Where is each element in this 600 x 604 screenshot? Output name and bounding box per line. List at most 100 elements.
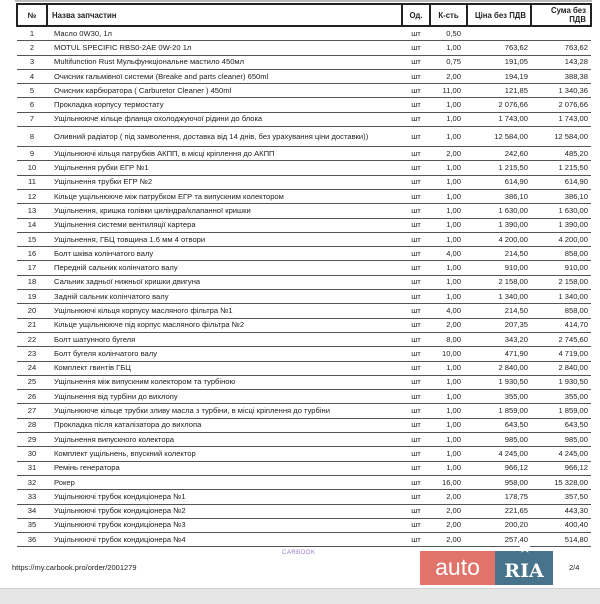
table-row: 3 Multifunction Rust Мульфункціональне ма… [17, 55, 591, 70]
cell-num: 4 [17, 69, 47, 85]
cell-price [467, 26, 531, 42]
star-icon: ★ [519, 541, 531, 556]
cell-sum: 1 390,00 [531, 218, 591, 233]
cell-num: 20 [17, 303, 47, 319]
cell-name: Ущільнення, кришка голівки циліндра/клап… [47, 203, 402, 219]
cell-num: 17 [17, 260, 47, 276]
cell-unit: шт [402, 375, 430, 391]
table-row: 34 Ущільнюючі трубок кондиціонера №2 шт 2,0… [17, 504, 591, 519]
table-row: 19 Задній сальник колінчатого валу шт 1,00 1… [17, 289, 591, 305]
cell-name: Ущільнюючі кільця корпусу масляного філь… [47, 303, 402, 319]
cell-name: Ущільнення рубки ЕГР №1 [47, 160, 402, 176]
cell-price: 4 245,00 [467, 446, 531, 462]
cell-unit: шт [402, 461, 430, 476]
table-row: 21 Кільце ущільнююче під корпус масляного… [17, 318, 591, 333]
cell-price: 200,20 [467, 518, 531, 534]
cell-qty: 2,00 [430, 504, 467, 519]
cell-price: 214,50 [467, 246, 531, 262]
table-row: 7 Ущільнююче кільце фланця охолоджуючої р… [17, 112, 591, 128]
cell-qty: 1,00 [430, 432, 467, 448]
cell-price: 12 584,00 [467, 126, 531, 148]
cell-unit: шт [402, 160, 430, 176]
cell-sum: 2 745,60 [531, 332, 591, 348]
cell-name: Ущільнююче кільце трубки зливу масла з т… [47, 403, 402, 419]
cell-sum: 1 340,00 [531, 289, 591, 305]
cell-num: 34 [17, 504, 47, 519]
cell-name: Оливний радіатор ( під замволення, доста… [47, 126, 402, 148]
table-row: 16 Болт шківа колінчатого валу шт 4,00 214,5… [17, 246, 591, 262]
cell-name: Передній сальник колінчатого валу [47, 260, 402, 276]
cell-num: 5 [17, 83, 47, 99]
cell-num: 24 [17, 361, 47, 376]
cell-sum: 1 215,50 [531, 160, 591, 176]
cell-num: 12 [17, 189, 47, 205]
cell-name: Рокер [47, 475, 402, 491]
cell-num: 15 [17, 232, 47, 248]
cell-price: 2 076,66 [467, 97, 531, 113]
table-row: 28 Прокладка після каталізатора до вихлоп… [17, 418, 591, 434]
cell-qty: 1,00 [430, 403, 467, 419]
cell-unit: шт [402, 361, 430, 376]
cell-sum: 643,50 [531, 418, 591, 434]
cell-qty: 2,00 [430, 69, 467, 85]
cell-price: 194,19 [467, 69, 531, 85]
cell-name: Болт бугеля колінчатого валу [47, 346, 402, 362]
clipped-top-text [15, 0, 592, 2]
cell-name: Ущільнення, ГБЦ товщина 1.6 мм 4 отвори [47, 232, 402, 248]
cell-qty: 1,00 [430, 175, 467, 190]
table-row: 32 Рокер шт 16,00 958,00 15 328,00 [17, 475, 591, 491]
cell-price: 121,85 [467, 83, 531, 99]
table-row: 31 Ремінь генератора шт 1,00 966,12 966,12 [17, 461, 591, 476]
cell-name: Ущільнення трубки ЕГР №2 [47, 175, 402, 190]
cell-unit: шт [402, 260, 430, 276]
cell-qty: 1,00 [430, 375, 467, 391]
ria-text: RIA [504, 560, 544, 582]
cell-sum: 4 245,00 [531, 446, 591, 462]
cell-sum: 1 930,50 [531, 375, 591, 391]
cell-name: Ущільнення системи вентиляції картера [47, 218, 402, 233]
table-row: 20 Ущільнюючі кільця корпусу масляного фі… [17, 303, 591, 319]
cell-qty: 1,00 [430, 112, 467, 128]
cell-price: 207,35 [467, 318, 531, 333]
cell-num: 35 [17, 518, 47, 534]
cell-qty: 1,00 [430, 389, 467, 405]
cell-name: Ущільнення між випускним колектором та т… [47, 375, 402, 391]
cell-name: Ущільнення від турбіни до вихлопу [47, 389, 402, 405]
table-row: 1 Масло 0W30, 1л шт 0,50 [17, 26, 591, 42]
parts-table: № Назва запчастин Од. К-сть Ціна без ПДВ… [16, 3, 592, 548]
cell-name: Кільце ущільнююче між патрубком ЕГР та в… [47, 189, 402, 205]
cell-price: 1 390,00 [467, 218, 531, 233]
cell-num: 32 [17, 475, 47, 491]
cell-unit: шт [402, 189, 430, 205]
header-sum: Сума без ПДВ [530, 3, 592, 27]
cell-name: Очисник гальмівної системи (Breake and p… [47, 69, 402, 85]
cell-sum: 4 200,00 [531, 232, 591, 248]
table-row: 15 Ущільнення, ГБЦ товщина 1.6 мм 4 отвор… [17, 232, 591, 248]
cell-name: Ущільнюючі трубок кондиціонера №1 [47, 489, 402, 505]
cell-qty: 10,00 [430, 346, 467, 362]
table-row: 8 Оливний радіатор ( під замволення, дост… [17, 126, 591, 148]
cell-sum: 388,38 [531, 69, 591, 85]
cell-price: 1 743,00 [467, 112, 531, 128]
cell-qty: 1,00 [430, 289, 467, 305]
cell-price: 985,00 [467, 432, 531, 448]
cell-name: Болт шатунного бугеля [47, 332, 402, 348]
cell-sum: 1 340,36 [531, 83, 591, 99]
cell-name: MOTUL SPECIFIC RBS0-2AE 0W-20 1л [47, 40, 402, 56]
viewer-bottom-bar [0, 588, 600, 604]
cell-num: 3 [17, 55, 47, 70]
cell-sum: 614,90 [531, 175, 591, 190]
cell-sum: 12 584,00 [531, 126, 591, 148]
cell-name: Прокладка корпусу термостату [47, 97, 402, 113]
cell-name: Ремінь генератора [47, 461, 402, 476]
cell-name: Кільце ущільнююче під корпус масляного ф… [47, 318, 402, 333]
cell-sum: 2 158,00 [531, 275, 591, 291]
cell-sum: 858,00 [531, 246, 591, 262]
cell-price: 178,75 [467, 489, 531, 505]
cell-sum: 1 743,00 [531, 112, 591, 128]
cell-qty: 1,00 [430, 361, 467, 376]
cell-price: 221,65 [467, 504, 531, 519]
cell-num: 7 [17, 112, 47, 128]
cell-sum: 485,20 [531, 146, 591, 162]
cell-unit: шт [402, 389, 430, 405]
